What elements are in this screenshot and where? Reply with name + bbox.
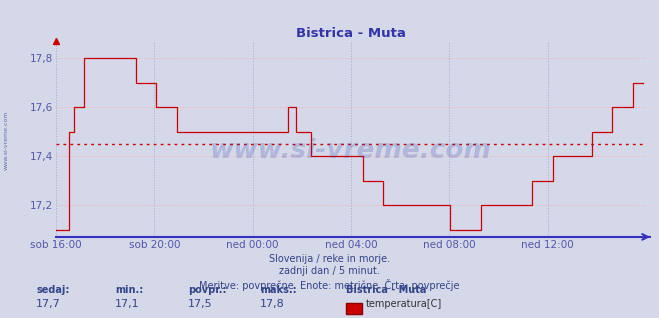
Text: maks.:: maks.:	[260, 285, 297, 295]
Text: Slovenija / reke in morje.: Slovenija / reke in morje.	[269, 254, 390, 264]
Text: www.si-vreme.com: www.si-vreme.com	[210, 138, 492, 164]
Text: 17,7: 17,7	[36, 299, 61, 309]
Text: 17,1: 17,1	[115, 299, 140, 309]
Text: min.:: min.:	[115, 285, 144, 295]
Text: Bistrica - Muta: Bistrica - Muta	[346, 285, 426, 295]
Text: sedaj:: sedaj:	[36, 285, 70, 295]
Text: temperatura[C]: temperatura[C]	[366, 299, 442, 309]
Text: 17,5: 17,5	[188, 299, 212, 309]
Text: zadnji dan / 5 minut.: zadnji dan / 5 minut.	[279, 266, 380, 276]
Text: Meritve: povprečne  Enote: metrične  Črta: povprečje: Meritve: povprečne Enote: metrične Črta:…	[199, 279, 460, 291]
Text: 17,8: 17,8	[260, 299, 285, 309]
Text: www.si-vreme.com: www.si-vreme.com	[4, 110, 9, 170]
Text: povpr.:: povpr.:	[188, 285, 226, 295]
Title: Bistrica - Muta: Bistrica - Muta	[296, 27, 406, 40]
